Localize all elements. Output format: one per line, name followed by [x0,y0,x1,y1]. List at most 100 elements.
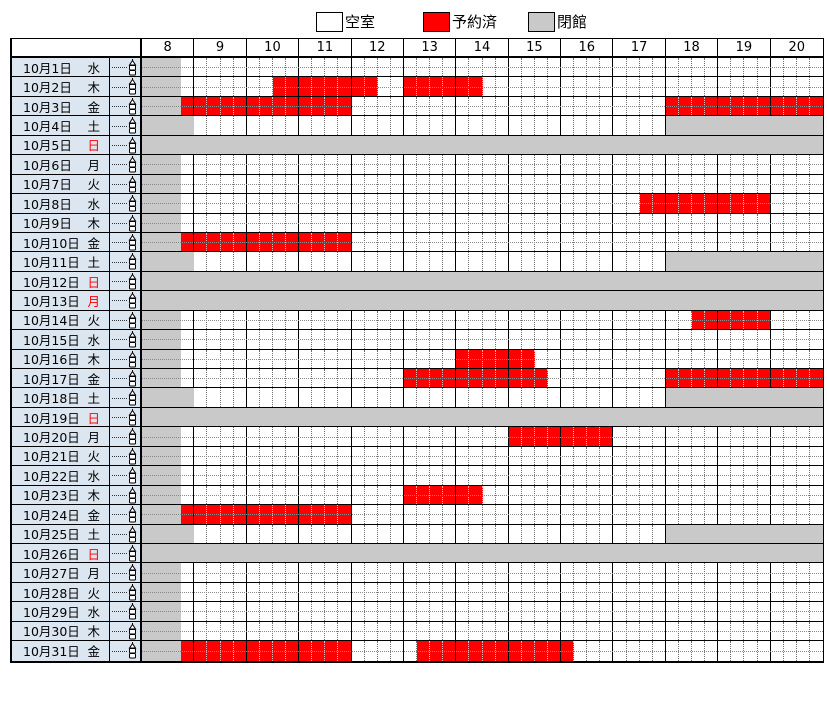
availability-grid [142,641,823,661]
quarter-cell [443,291,457,310]
quarter-cell [548,349,562,368]
quarter-cell [718,543,732,563]
quarter-cell [365,194,378,213]
quarter-cell [561,446,575,466]
quarter-cell [679,58,693,77]
quarter-cell [810,330,823,348]
quarter-cell [338,155,352,174]
date-text: 10月5日 [23,138,72,154]
quarter-cell [587,602,601,621]
quarter-cell [391,58,404,77]
quarter-cell [561,310,575,330]
quarter-cell [783,252,797,271]
date-text: 10月11日 [23,255,80,271]
quarter-cell [718,466,732,485]
quarter-cell [574,194,588,213]
quarter-cell [640,155,653,174]
quarter-cell [391,524,404,543]
quarter-cell [783,369,797,388]
quarter-cell [744,271,758,291]
quarter-cell [234,330,247,349]
quarter-cell [377,543,391,563]
quarter-cell [247,602,260,621]
quarter-cell [640,330,653,349]
quarter-cell [534,543,548,563]
quarter-cell [338,194,352,213]
calendar-row: 10月12日日 [12,271,823,292]
quarter-cell [155,116,169,135]
quarter-cell [443,116,457,135]
quarter-cell [718,77,732,96]
quarter-cell [548,582,562,602]
quarter-cell [587,563,601,582]
quarter-cell [286,155,300,174]
quarter-cell [679,505,693,524]
quarter-cell [587,310,601,330]
quarter-cell [653,621,666,641]
quarter-cell [391,252,404,271]
date-label: 10月31日金 [12,641,110,661]
quarter-cell [233,505,247,524]
calendar-row: 10月18日土 [12,388,823,408]
quarter-cell [770,116,784,135]
quarter-cell [758,427,771,446]
availability-grid [142,446,823,466]
quarter-cell [299,485,313,505]
quarter-cell [534,641,548,661]
quarter-cell [561,135,575,155]
quarter-cell [430,252,444,271]
quarter-cell [365,116,378,135]
availability-grid [142,543,823,563]
row-marker-cell [110,349,142,368]
calendar-row: 10月15日水 [12,330,823,350]
quarter-cell [338,446,352,466]
quarter-cell [495,369,509,388]
quarter-cell [221,213,234,232]
quarter-cell [155,407,169,427]
quarter-cell [155,174,169,194]
quarter-cell [508,543,522,563]
date-text: 10月10日 [23,235,80,251]
quarter-cell [718,621,732,641]
quarter-cell [613,641,627,661]
quarter-cell [678,543,693,563]
quarter-cell [181,543,195,563]
quarter-cell [627,524,640,543]
quarter-cell [521,543,535,563]
quarter-cell [640,310,653,330]
quarter-cell [312,291,326,310]
quarter-cell [469,58,483,77]
quarter-cell [483,582,496,602]
quarter-cell [403,407,418,427]
quarter-cell [757,543,771,563]
quarter-cell [744,135,758,155]
day-of-week-text: 木 [87,80,100,96]
quarter-cell [810,583,823,601]
quarter-cell [548,485,562,505]
quarter-cell [391,602,404,621]
legend-label-closed: 閉館 [557,13,588,31]
quarter-cell [142,524,156,543]
quarter-cell [640,58,653,77]
quarter-cell [233,232,247,252]
quarter-cell [469,155,483,174]
quarter-cell [338,582,352,602]
quarter-cell [797,621,810,641]
quarter-cell [483,58,496,77]
quarter-cell [273,369,287,388]
quarter-cell [718,58,732,77]
quarter-cell [600,291,614,310]
quarter-cell [181,252,195,271]
quarter-cell [234,563,247,582]
quarter-cell [325,602,339,621]
quarter-cell [509,563,522,582]
quarter-cell [731,427,745,446]
quarter-cell [535,524,548,543]
quarter-cell [430,135,444,155]
quarter-cell [286,58,300,77]
quarter-cell [666,174,679,194]
quarter-cell [535,232,548,252]
quarter-cell [155,369,169,388]
row-marker-cell [110,621,142,641]
quarter-cell [797,77,810,96]
